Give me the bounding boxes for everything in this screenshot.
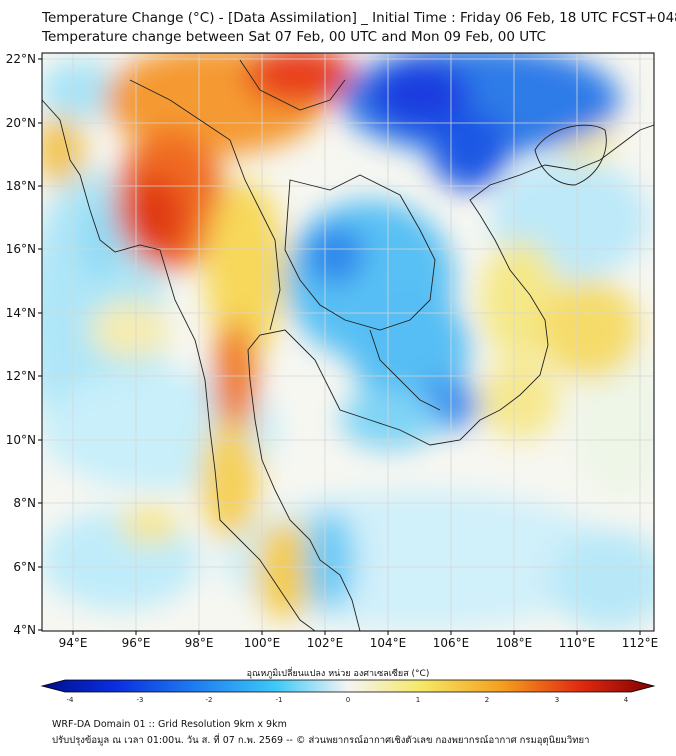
y-tick-label: 20°N xyxy=(6,116,36,130)
map-frame xyxy=(41,52,655,632)
y-tick-label: 10°N xyxy=(6,433,36,447)
gridlines xyxy=(42,53,654,631)
colorbar-label: อุณหภูมิเปลี่ยนแปลง หน่วย องศาเซลเซียส (… xyxy=(246,669,430,679)
y-tick-label: 8°N xyxy=(13,496,36,510)
colorbar-tick: -1 xyxy=(276,696,283,704)
y-tick-label: 4°N xyxy=(13,623,36,637)
x-tick-label: 104°E xyxy=(370,636,407,650)
x-tick-label: 100°E xyxy=(244,636,281,650)
colorbar-tick: -2 xyxy=(206,696,213,704)
y-tick-label: 16°N xyxy=(6,242,36,256)
x-tick-label: 108°E xyxy=(496,636,533,650)
y-tick-label: 6°N xyxy=(13,560,36,574)
y-tick-label: 22°N xyxy=(6,52,36,66)
x-tick-label: 94°E xyxy=(59,636,88,650)
colorbar-tick: 2 xyxy=(485,696,489,704)
y-tick-label: 14°N xyxy=(6,306,36,320)
footer-credit: ปรับปรุงข้อมูล ณ เวลา 01:00น. วัน ส. ที่… xyxy=(52,735,590,746)
colorbar-tick: 4 xyxy=(624,696,629,704)
colorbar-tick: -3 xyxy=(137,696,144,704)
footer-model-info: WRF-DA Domain 01 :: Grid Resolution 9km … xyxy=(52,719,287,730)
x-tick-label: 106°E xyxy=(433,636,470,650)
colorbar-tick: 0 xyxy=(346,696,350,704)
x-tick-label: 102°E xyxy=(307,636,344,650)
y-tick-label: 18°N xyxy=(6,179,36,193)
colorbar-tick: 1 xyxy=(416,696,420,704)
x-tick-label: 110°E xyxy=(559,636,596,650)
coastlines xyxy=(42,59,654,631)
temperature-change-map: 94°E 96°E 98°E 100°E 102°E 104°E 106°E 1… xyxy=(6,52,659,704)
temperature-field xyxy=(42,53,654,631)
colorbar-tick: -4 xyxy=(67,696,75,704)
chart-title: Temperature Change (°C) - [Data Assimila… xyxy=(42,10,676,26)
x-tick-label: 96°E xyxy=(122,636,151,650)
y-tick-label: 12°N xyxy=(6,369,36,383)
colorbar: -4 -3 -2 -1 0 1 2 3 4 xyxy=(40,679,656,704)
colorbar-tick: 3 xyxy=(555,696,559,704)
x-tick-label: 112°E xyxy=(622,636,659,650)
x-tick-label: 98°E xyxy=(185,636,214,650)
chart-subtitle: Temperature change between Sat 07 Feb, 0… xyxy=(42,29,546,45)
